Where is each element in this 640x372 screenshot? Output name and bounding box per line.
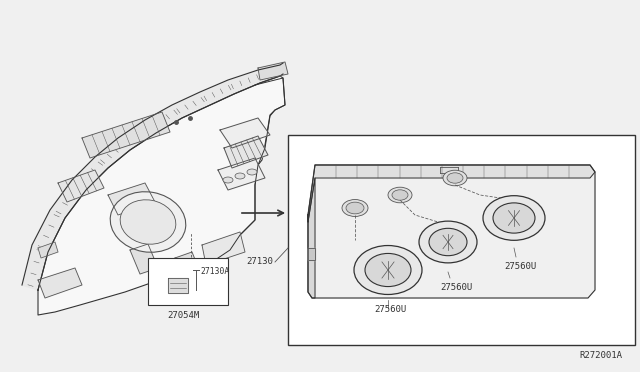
Text: R272001A: R272001A bbox=[579, 351, 622, 360]
Ellipse shape bbox=[120, 200, 176, 244]
Ellipse shape bbox=[235, 173, 245, 179]
Polygon shape bbox=[202, 232, 245, 265]
Ellipse shape bbox=[223, 177, 233, 183]
Ellipse shape bbox=[493, 203, 535, 233]
Text: 27130: 27130 bbox=[246, 257, 273, 266]
Bar bbox=[148, 258, 228, 305]
Bar bbox=[288, 135, 635, 345]
Ellipse shape bbox=[392, 190, 408, 200]
Polygon shape bbox=[130, 244, 158, 274]
Polygon shape bbox=[38, 242, 58, 258]
Ellipse shape bbox=[419, 221, 477, 263]
Polygon shape bbox=[308, 248, 315, 260]
Polygon shape bbox=[38, 268, 82, 298]
Polygon shape bbox=[258, 62, 288, 80]
Polygon shape bbox=[308, 178, 315, 298]
Polygon shape bbox=[38, 76, 285, 315]
Ellipse shape bbox=[447, 173, 463, 183]
Ellipse shape bbox=[388, 187, 412, 203]
Polygon shape bbox=[168, 278, 188, 293]
Polygon shape bbox=[220, 118, 270, 148]
Text: 27560U: 27560U bbox=[374, 305, 406, 314]
Polygon shape bbox=[308, 165, 595, 298]
Polygon shape bbox=[224, 136, 268, 168]
Polygon shape bbox=[22, 63, 283, 290]
Polygon shape bbox=[58, 170, 104, 202]
Polygon shape bbox=[82, 112, 170, 158]
Ellipse shape bbox=[110, 192, 186, 252]
Text: 27130A: 27130A bbox=[200, 266, 229, 276]
Text: 27560U: 27560U bbox=[504, 262, 536, 271]
Text: 27560U: 27560U bbox=[440, 283, 472, 292]
Polygon shape bbox=[175, 252, 196, 268]
Ellipse shape bbox=[354, 246, 422, 295]
Polygon shape bbox=[218, 158, 265, 190]
Ellipse shape bbox=[342, 199, 368, 217]
Ellipse shape bbox=[429, 228, 467, 256]
Ellipse shape bbox=[483, 196, 545, 240]
Ellipse shape bbox=[346, 202, 364, 214]
Polygon shape bbox=[108, 183, 155, 215]
Ellipse shape bbox=[365, 253, 411, 286]
Ellipse shape bbox=[247, 169, 257, 175]
Text: 27054M: 27054M bbox=[167, 311, 199, 320]
Ellipse shape bbox=[443, 170, 467, 186]
Polygon shape bbox=[308, 165, 595, 222]
